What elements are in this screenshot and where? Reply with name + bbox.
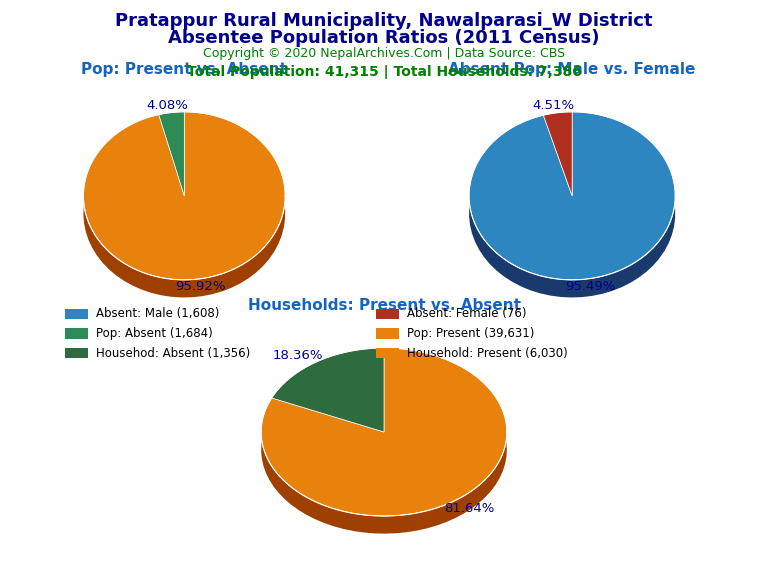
Text: Househod: Absent (1,356): Househod: Absent (1,356): [96, 347, 250, 359]
Polygon shape: [543, 112, 572, 196]
Polygon shape: [272, 348, 384, 415]
Polygon shape: [159, 115, 184, 214]
Title: Households: Present vs. Absent: Households: Present vs. Absent: [247, 298, 521, 313]
Text: Absent: Female (76): Absent: Female (76): [407, 308, 527, 320]
Polygon shape: [272, 398, 384, 450]
Text: Total Population: 41,315 | Total Households: 7,386: Total Population: 41,315 | Total Househo…: [187, 65, 581, 78]
Polygon shape: [159, 112, 184, 196]
Title: Absent Pop: Male vs. Female: Absent Pop: Male vs. Female: [449, 62, 696, 77]
Text: Pop: Absent (1,684): Pop: Absent (1,684): [96, 327, 213, 340]
Polygon shape: [272, 398, 384, 450]
Polygon shape: [469, 112, 675, 297]
Polygon shape: [84, 112, 285, 297]
Text: 4.08%: 4.08%: [147, 98, 189, 112]
Text: 95.49%: 95.49%: [565, 280, 616, 293]
Polygon shape: [159, 112, 184, 132]
Text: 95.92%: 95.92%: [176, 280, 226, 293]
Polygon shape: [543, 112, 572, 133]
Text: Household: Present (6,030): Household: Present (6,030): [407, 347, 568, 359]
Title: Pop: Present vs. Absent: Pop: Present vs. Absent: [81, 62, 287, 77]
Text: Copyright © 2020 NepalArchives.Com | Data Source: CBS: Copyright © 2020 NepalArchives.Com | Dat…: [203, 47, 565, 60]
Polygon shape: [272, 348, 384, 432]
Polygon shape: [261, 348, 507, 533]
Text: 81.64%: 81.64%: [445, 502, 495, 515]
Polygon shape: [159, 115, 184, 214]
Text: Pop: Present (39,631): Pop: Present (39,631): [407, 327, 535, 340]
Text: Pratappur Rural Municipality, Nawalparasi_W District: Pratappur Rural Municipality, Nawalparas…: [115, 12, 653, 29]
Text: 18.36%: 18.36%: [273, 349, 323, 362]
Polygon shape: [261, 348, 507, 516]
Text: Absentee Population Ratios (2011 Census): Absentee Population Ratios (2011 Census): [168, 29, 600, 47]
Polygon shape: [84, 112, 285, 280]
Text: 4.51%: 4.51%: [532, 99, 574, 112]
Polygon shape: [543, 115, 572, 214]
Polygon shape: [469, 112, 675, 280]
Text: Absent: Male (1,608): Absent: Male (1,608): [96, 308, 220, 320]
Polygon shape: [543, 115, 572, 214]
